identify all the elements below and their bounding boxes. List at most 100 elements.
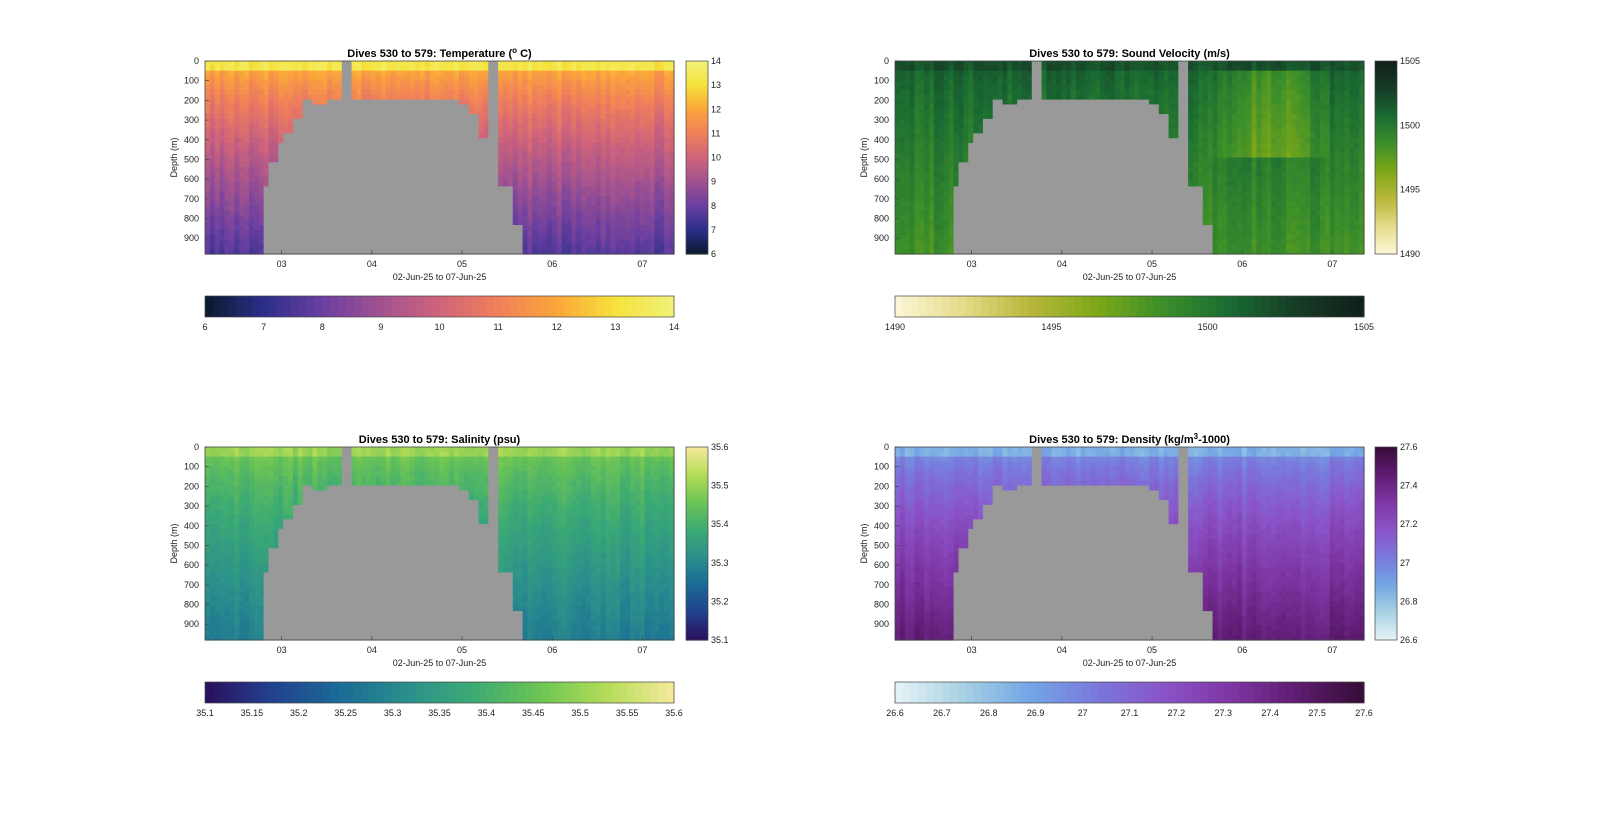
heatmap-cell bbox=[934, 200, 940, 207]
heatmap-cell bbox=[488, 176, 494, 183]
heatmap-cell bbox=[273, 80, 279, 86]
heatmap-cell bbox=[639, 167, 646, 173]
heatmap-cell bbox=[459, 147, 465, 154]
heatmap-cell bbox=[473, 143, 480, 149]
heatmap-cell bbox=[527, 220, 533, 226]
heatmap-cell bbox=[371, 229, 377, 236]
heatmap-cell bbox=[268, 118, 274, 125]
heatmap-cell bbox=[644, 128, 651, 134]
heatmap-cell bbox=[258, 143, 265, 149]
heatmap-cell bbox=[375, 181, 382, 188]
heatmap-cell bbox=[639, 152, 646, 159]
heatmap-cell bbox=[512, 138, 519, 144]
heatmap-cell bbox=[654, 186, 660, 192]
heatmap-cell bbox=[644, 186, 651, 192]
heatmap-cell bbox=[556, 70, 563, 77]
heatmap-cell bbox=[224, 225, 231, 231]
heatmap-cell bbox=[919, 138, 925, 144]
heatmap-cell bbox=[209, 109, 216, 115]
heatmap-cell bbox=[625, 133, 631, 139]
heatmap-cell bbox=[581, 114, 587, 120]
heatmap-cell bbox=[248, 220, 255, 226]
heatmap-cell bbox=[332, 65, 338, 72]
heatmap-cell bbox=[576, 205, 582, 212]
heatmap-cell bbox=[488, 196, 494, 202]
heatmap-cell bbox=[1002, 109, 1008, 115]
heatmap-cell bbox=[253, 80, 260, 86]
heatmap-cell bbox=[953, 200, 960, 207]
heatmap-cell bbox=[561, 143, 568, 149]
heatmap-cell bbox=[924, 171, 930, 178]
heatmap-cell bbox=[258, 244, 265, 250]
colorbar-swatch bbox=[686, 163, 708, 168]
heatmap-cell bbox=[982, 244, 989, 250]
heatmap-cell bbox=[341, 70, 348, 77]
colorbar-swatch bbox=[686, 64, 708, 69]
heatmap-cell bbox=[429, 109, 436, 115]
heatmap-cell bbox=[503, 147, 509, 154]
heatmap-cell bbox=[895, 152, 901, 159]
heatmap-cell bbox=[512, 94, 519, 101]
heatmap-cell bbox=[973, 80, 979, 86]
heatmap-cell bbox=[219, 186, 226, 192]
heatmap-cell bbox=[307, 171, 314, 178]
heatmap-cell bbox=[537, 133, 543, 139]
heatmap-cell bbox=[483, 133, 489, 139]
heatmap-cell bbox=[419, 85, 426, 91]
heatmap-cell bbox=[463, 181, 470, 188]
heatmap-cell bbox=[1002, 225, 1008, 231]
heatmap-cell bbox=[336, 225, 343, 231]
heatmap-cell bbox=[997, 123, 1004, 130]
colorbar-swatch bbox=[686, 250, 708, 255]
heatmap-cell bbox=[258, 123, 265, 130]
heatmap-cell bbox=[380, 65, 387, 72]
heatmap-cell bbox=[375, 133, 382, 139]
heatmap-cell bbox=[1007, 234, 1013, 241]
heatmap-cell bbox=[248, 94, 255, 101]
h-colorbar-tick-label: 8 bbox=[320, 322, 325, 332]
heatmap-cell bbox=[600, 70, 607, 77]
heatmap-cell bbox=[615, 244, 621, 250]
heatmap-cell bbox=[229, 234, 235, 241]
heatmap-cell bbox=[434, 85, 441, 91]
heatmap-cell bbox=[973, 114, 979, 120]
heatmap-cell bbox=[919, 225, 925, 231]
heatmap-cell bbox=[390, 239, 397, 245]
heatmap-cell bbox=[444, 99, 450, 106]
heatmap-cell bbox=[899, 200, 906, 207]
heatmap-cell bbox=[532, 114, 538, 120]
heatmap-cell bbox=[605, 123, 612, 130]
heatmap-cell bbox=[283, 249, 289, 255]
heatmap-cell bbox=[380, 181, 387, 188]
heatmap-cell bbox=[982, 114, 989, 120]
heatmap-cell bbox=[283, 85, 289, 91]
heatmap-cell bbox=[1002, 133, 1008, 139]
heatmap-cell bbox=[522, 85, 529, 91]
heatmap-cell bbox=[909, 123, 916, 130]
heatmap-cell bbox=[483, 239, 489, 245]
heatmap-cell bbox=[459, 225, 465, 231]
heatmap-cell bbox=[551, 85, 558, 91]
heatmap-cell bbox=[224, 75, 231, 81]
heatmap-cell bbox=[634, 152, 641, 159]
heatmap-cell bbox=[934, 104, 940, 110]
heatmap-cell bbox=[542, 118, 548, 125]
heatmap-cell bbox=[263, 200, 270, 207]
h-colorbar-swatch bbox=[556, 296, 566, 317]
heatmap-cell bbox=[493, 210, 499, 216]
heatmap-cell bbox=[634, 123, 641, 130]
heatmap-cell bbox=[929, 118, 935, 125]
heatmap-cell bbox=[454, 75, 460, 81]
heatmap-cell bbox=[639, 80, 646, 86]
heatmap-cell bbox=[493, 128, 499, 134]
heatmap-cell bbox=[948, 70, 955, 77]
heatmap-cell bbox=[322, 80, 328, 86]
heatmap-cell bbox=[997, 133, 1004, 139]
heatmap-cell bbox=[649, 128, 656, 134]
heatmap-cell bbox=[987, 239, 994, 245]
heatmap-cell bbox=[992, 70, 999, 77]
heatmap-cell bbox=[968, 191, 974, 197]
heatmap-cell bbox=[332, 128, 338, 134]
heatmap-cell bbox=[493, 181, 499, 188]
heatmap-cell bbox=[444, 123, 450, 130]
